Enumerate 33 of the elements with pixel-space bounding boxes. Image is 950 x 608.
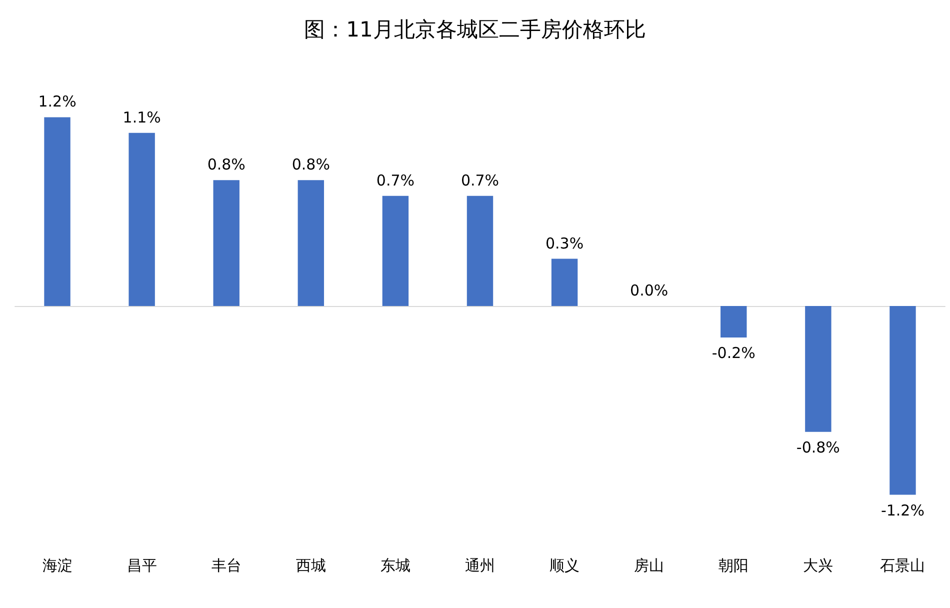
bar (890, 306, 916, 495)
data-label: -1.2% (880, 501, 924, 520)
data-label: 0.8% (292, 156, 330, 174)
bar (44, 117, 70, 306)
bar (720, 306, 747, 338)
bar (298, 180, 324, 306)
x-tick-label: 通州 (465, 556, 495, 574)
x-tick-label: 东城 (380, 556, 410, 574)
x-tick-label: 朝阳 (718, 556, 749, 574)
bar (128, 132, 155, 306)
x-tick-label: 昌平 (126, 556, 157, 574)
x-tick-label: 大兴 (803, 556, 834, 574)
bar (805, 306, 832, 432)
chart-title: 图：11月北京各城区二手房价格环比 (304, 18, 646, 42)
data-label: 0.0% (630, 282, 668, 300)
data-label: 0.3% (545, 234, 584, 252)
x-tick-label: 丰台 (211, 556, 242, 574)
data-label: 0.8% (207, 156, 246, 174)
bar (551, 258, 578, 306)
data-label: -0.8% (796, 438, 840, 456)
bar (213, 180, 240, 306)
data-label: 1.2% (38, 92, 76, 111)
x-tick-label: 顺义 (550, 556, 580, 574)
x-tick-label: 海淀 (42, 556, 72, 574)
bar (466, 196, 494, 306)
data-label: 0.7% (460, 171, 500, 190)
x-tick-label: 西城 (296, 556, 326, 574)
data-label: 0.7% (376, 171, 415, 190)
data-label: 1.1% (122, 108, 161, 126)
x-tick-label: 房山 (634, 556, 664, 574)
data-label: -0.2% (712, 344, 756, 362)
x-tick-label: 石景山 (880, 556, 926, 574)
bar (382, 196, 409, 306)
